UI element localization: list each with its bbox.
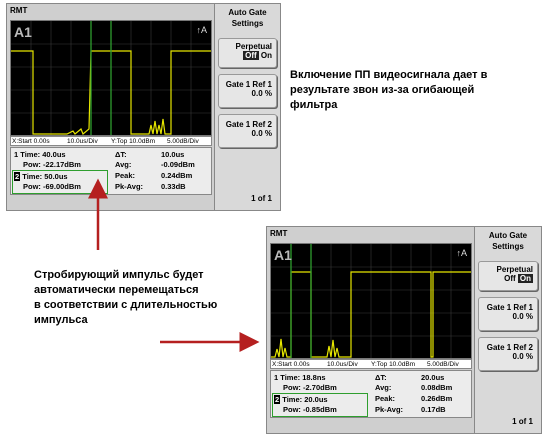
perpetual-button[interactable]: Perpetual Off On [218,38,277,68]
page-indicator: 1 of 1 [512,417,533,426]
trace-label: A1 [14,24,32,40]
annotation-top-right: Включение ПП видеосигнала дает в результ… [290,69,488,111]
y-div: 5.00dB/Div [167,138,199,145]
marker-arrow-icon: ↑ [456,248,461,258]
analyzer-screen-2: RMT A1 ↑A X:Start 0.00s 10.0us/Div Y:Top… [266,226,542,434]
softkey-panel: Auto Gate Settings Perpetual Off On Gate… [214,4,280,210]
gate1-ref2-button[interactable]: Gate 1 Ref 2 0.0 % [218,114,277,148]
page-indicator: 1 of 1 [251,194,272,203]
trace-label: A1 [274,247,292,263]
marker-label: ↑A [196,25,207,35]
analyzer-screen-1: RMT A1 ↑A X:Start 0.00s 10.0us/Div Y:Top… [6,3,281,211]
gate1-ref1-button[interactable]: Gate 1 Ref 1 0.0 % [218,74,277,108]
trace-graphic [271,244,471,358]
gate1-ref1-button[interactable]: Gate 1 Ref 1 0.0 % [478,297,538,331]
gate2-box [272,393,368,417]
trace-plot: A1 ↑A [10,20,212,136]
x-div: 10.0us/Div [67,138,98,145]
screen-title: RMT [10,6,28,15]
softkey-panel: Auto Gate Settings Perpetual Off On Gate… [474,227,541,433]
scale-bar: X:Start 0.00s 10.0us/Div Y:Top 10.0dBm 5… [270,359,472,369]
marker-arrow-icon: ↑ [196,25,201,35]
trace-line [271,271,471,358]
gate1-ref2-button[interactable]: Gate 1 Ref 2 0.0 % [478,337,538,371]
measurement-panel: 1 Time: 18.8ns Pow: -2.70dBm 2 Time: 20.… [270,370,472,418]
perpetual-button[interactable]: Perpetual Off On [478,261,538,291]
trace-line [11,50,211,135]
y-top: Y:Top 10.0dBm [371,361,416,368]
scale-bar: X:Start 0.00s 10.0us/Div Y:Top 10.0dBm 5… [10,136,212,146]
trace-plot: A1 ↑A [270,243,472,359]
x-div: 10.0us/Div [327,361,358,368]
y-top: Y:Top 10.0dBm [111,138,156,145]
trace-graphic [11,21,211,135]
x-start: X:Start 0.00s [12,138,50,145]
annotation-middle-left: Стробирующий импульс будет автоматически… [34,269,218,326]
x-start: X:Start 0.00s [272,361,310,368]
y-div: 5.00dB/Div [427,361,459,368]
softkey-title: Auto Gate Settings [488,231,528,251]
measurement-panel: 1 Time: 40.0us Pow: -22.17dBm 2 Time: 50… [10,147,212,195]
screen-title: RMT [270,229,288,238]
softkey-title: Auto Gate Settings [228,8,267,28]
marker-label: ↑A [456,248,467,258]
